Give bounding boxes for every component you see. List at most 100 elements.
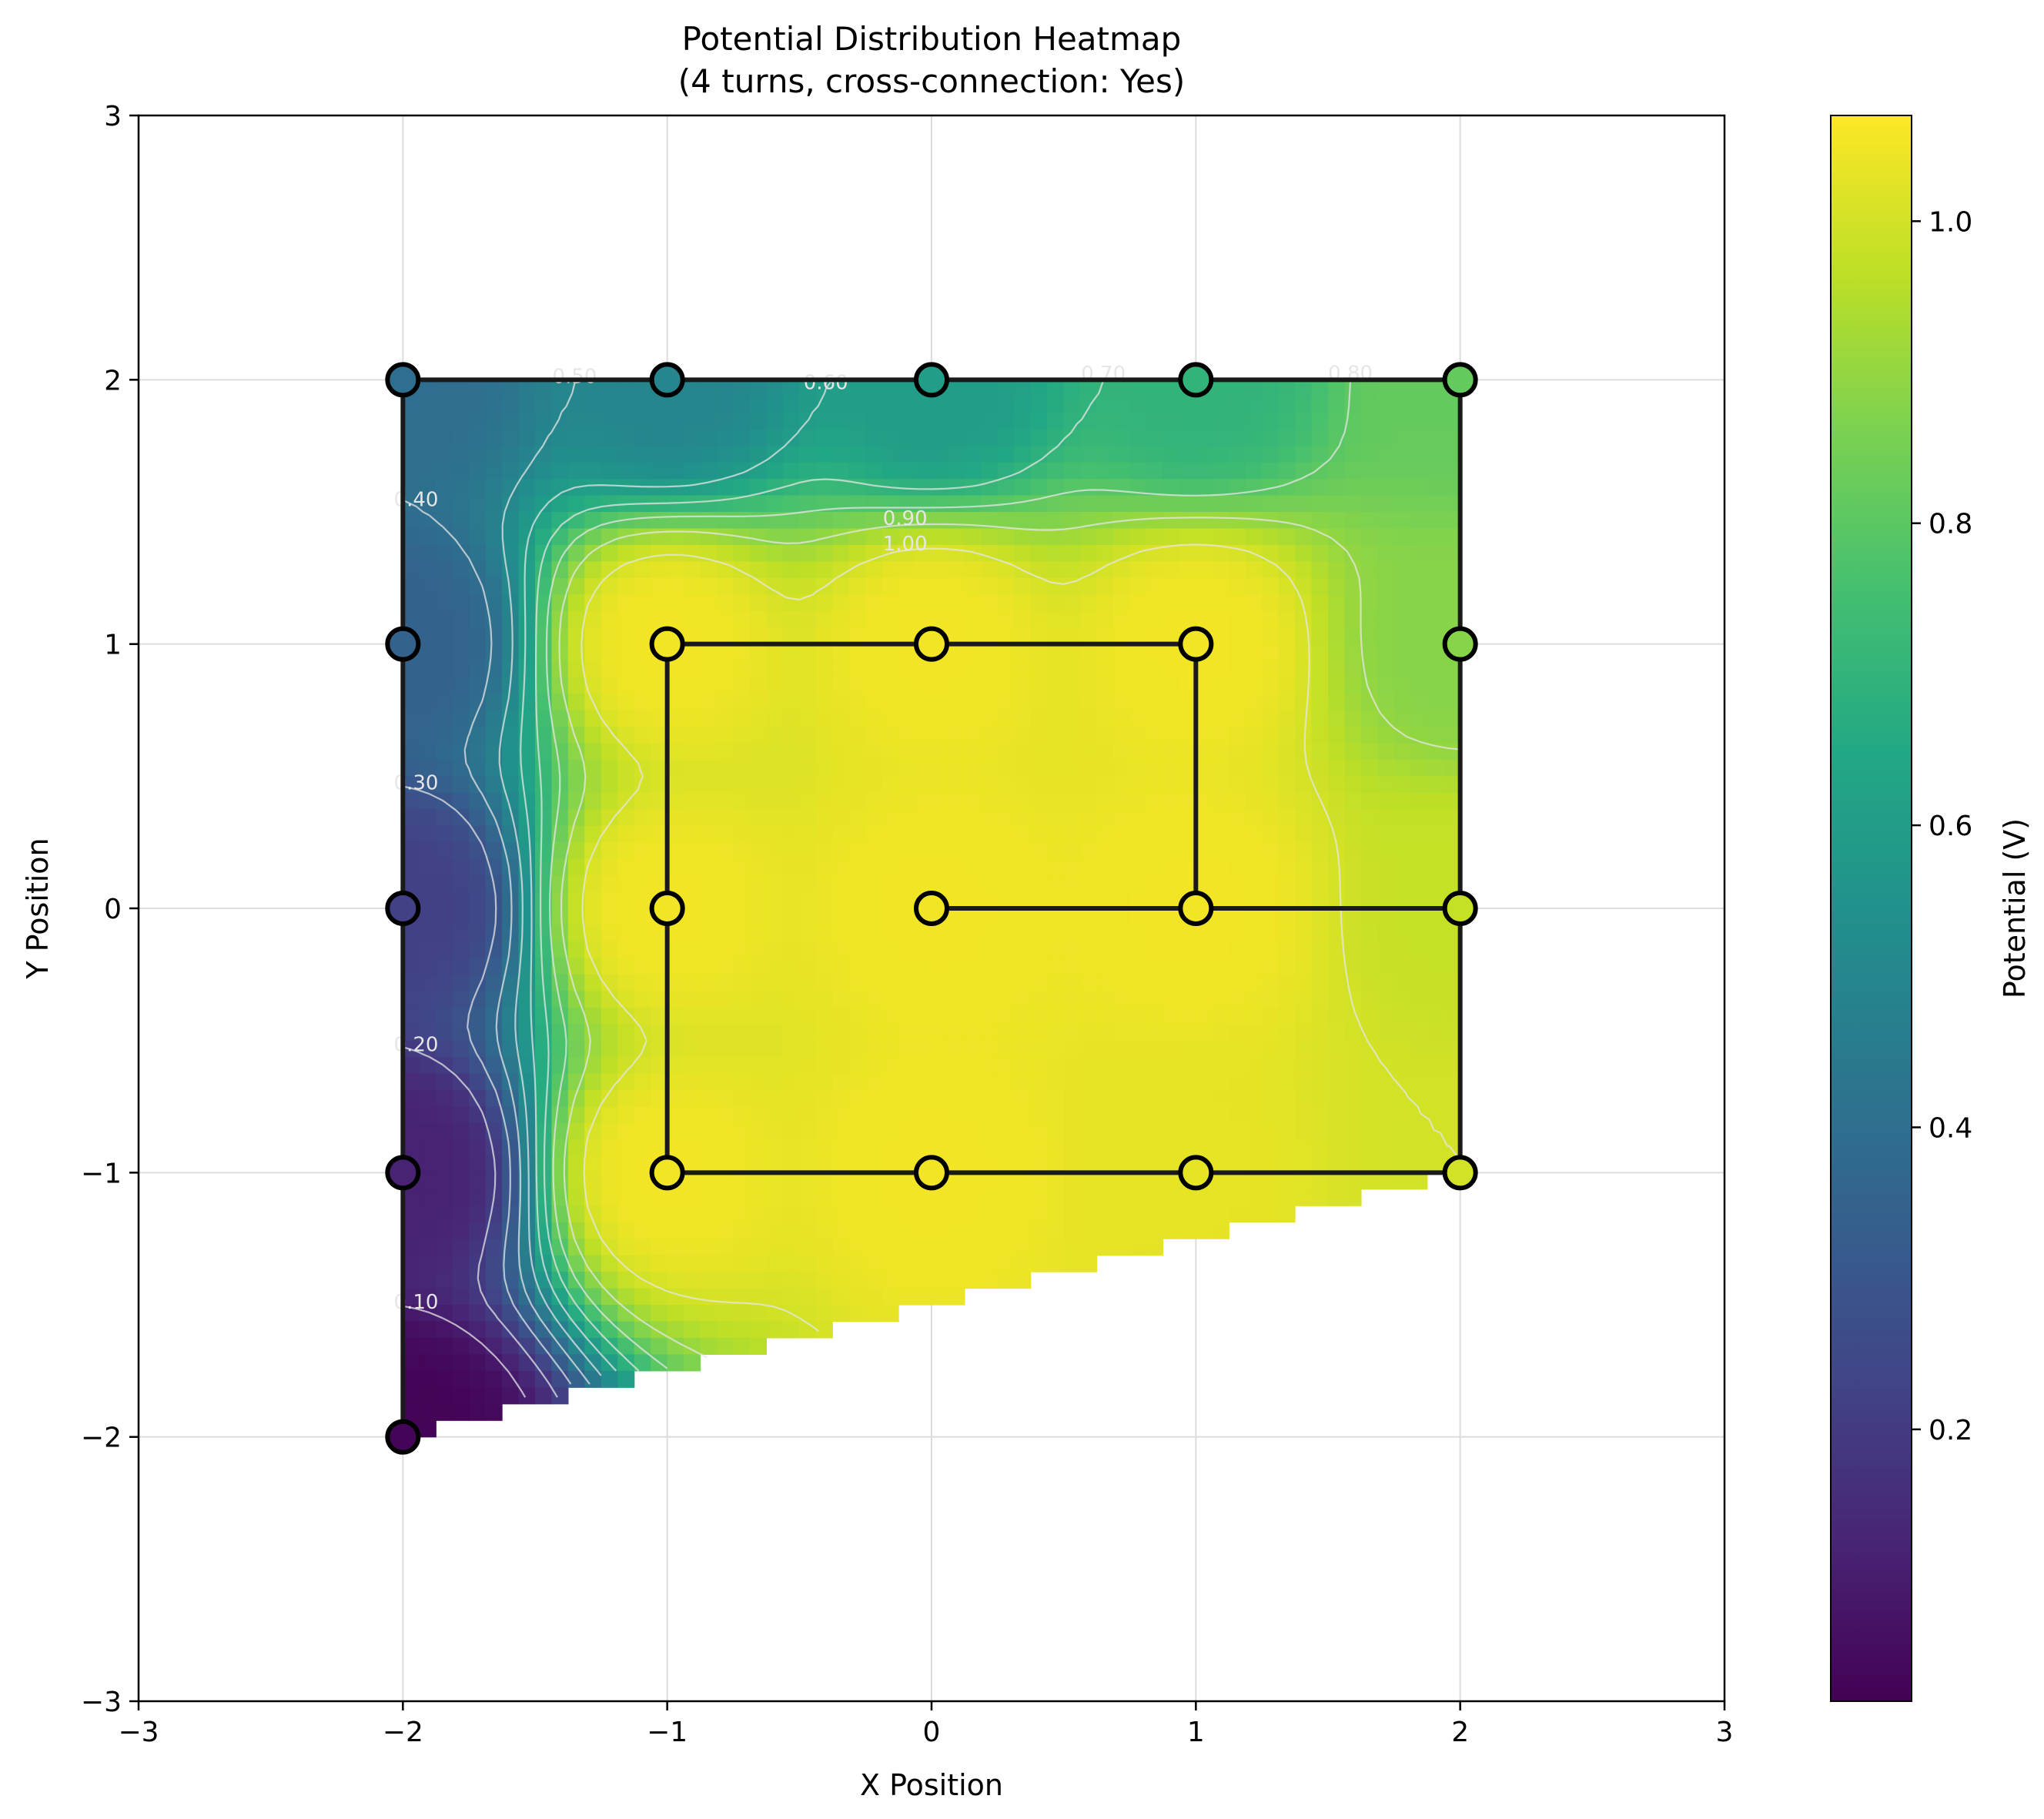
heatmap-cell: [815, 1205, 833, 1223]
heatmap-cell: [1377, 958, 1395, 975]
heatmap-cell: [1278, 577, 1296, 595]
heatmap-cell: [452, 726, 470, 744]
heatmap-cell: [1129, 512, 1147, 530]
heatmap-cell: [1393, 1024, 1411, 1042]
heatmap-cell: [782, 1222, 800, 1239]
heatmap-cell: [1047, 858, 1065, 876]
heatmap-cell: [733, 842, 751, 860]
heatmap-cell: [419, 1155, 437, 1173]
heatmap-cell: [700, 908, 718, 926]
heatmap-cell: [1427, 528, 1444, 546]
heatmap-cell: [1063, 842, 1081, 860]
heatmap-cell: [1113, 1239, 1131, 1256]
heatmap-cell: [1014, 891, 1032, 909]
heatmap-cell: [667, 1239, 684, 1256]
heatmap-cell: [1344, 694, 1362, 711]
heatmap-cell: [1047, 1189, 1065, 1206]
heatmap-cell: [535, 925, 553, 942]
heatmap-cell: [1311, 660, 1329, 678]
heatmap-cell: [815, 1189, 833, 1206]
heatmap-cell: [1444, 1073, 1461, 1091]
heatmap-cell: [1229, 479, 1246, 497]
heatmap-cell: [1030, 792, 1048, 810]
heatmap-cell: [1163, 925, 1180, 942]
heatmap-cell: [1344, 875, 1362, 893]
heatmap-cell: [1047, 908, 1065, 926]
heatmap-cell: [799, 1172, 817, 1190]
heatmap-cell: [1245, 1057, 1263, 1075]
heatmap-cell: [651, 1007, 668, 1025]
heatmap-cell: [485, 446, 503, 463]
heatmap-cell: [667, 446, 684, 463]
heatmap-cell: [1080, 1239, 1098, 1256]
heatmap-cell: [1328, 974, 1346, 991]
heatmap-cell: [634, 561, 651, 579]
heatmap-cell: [782, 875, 800, 893]
heatmap-cell: [700, 991, 718, 1008]
heatmap-cell: [1245, 610, 1263, 628]
heatmap-cell: [535, 380, 553, 397]
heatmap-cell: [1393, 1007, 1411, 1025]
heatmap-cell: [1410, 544, 1428, 562]
heatmap-cell: [1146, 594, 1164, 612]
heatmap-cell: [1278, 446, 1296, 463]
heatmap-cell: [1030, 743, 1048, 761]
heatmap-cell: [600, 776, 618, 794]
heatmap-cell: [782, 908, 800, 926]
heatmap-cell: [749, 577, 768, 595]
heatmap-cell: [1030, 925, 1048, 942]
heatmap-cell: [782, 544, 800, 562]
heatmap-cell: [832, 677, 850, 694]
heatmap-cell: [567, 1073, 585, 1091]
heatmap-cell: [452, 413, 470, 430]
heatmap-cell: [1245, 759, 1263, 777]
heatmap-cell: [1129, 561, 1147, 579]
heatmap-cell: [1063, 875, 1081, 893]
heatmap-cell: [518, 512, 536, 530]
heatmap-cell: [766, 1155, 784, 1173]
heatmap-cell: [551, 710, 569, 727]
heatmap-cell: [898, 1040, 916, 1058]
heatmap-cell: [567, 544, 585, 562]
heatmap-cell: [667, 792, 684, 810]
heatmap-cell: [981, 958, 999, 975]
heatmap-cell: [1278, 610, 1296, 628]
heatmap-cell: [684, 1057, 701, 1075]
heatmap-cell: [1295, 1024, 1313, 1042]
heatmap-cell: [1096, 1106, 1114, 1124]
heatmap-cell: [1427, 644, 1444, 661]
heatmap-cell: [815, 1073, 833, 1091]
heatmap-cell: [617, 694, 635, 711]
heatmap-cell: [948, 446, 965, 463]
heatmap-cell: [915, 1239, 932, 1256]
heatmap-cell: [997, 991, 1015, 1008]
heatmap-cell: [1212, 644, 1229, 661]
heatmap-cell: [1393, 495, 1411, 513]
heatmap-cell: [766, 743, 784, 761]
heatmap-cell: [898, 577, 916, 595]
heatmap-cell: [717, 1239, 734, 1256]
heatmap-cell: [452, 809, 470, 827]
heatmap-cell: [469, 479, 487, 497]
heatmap-cell: [1427, 1057, 1444, 1075]
heatmap-cell: [1410, 1106, 1428, 1124]
heatmap-cell: [1360, 842, 1378, 860]
heatmap-cell: [452, 974, 470, 991]
heatmap-cell: [617, 380, 635, 397]
heatmap-cell: [733, 1122, 751, 1141]
heatmap-cell: [1262, 380, 1280, 397]
heatmap-cell: [403, 1090, 420, 1108]
heatmap-cell: [964, 1239, 982, 1256]
heatmap-cell: [1212, 726, 1229, 744]
heatmap-cell: [485, 1272, 503, 1289]
heatmap-cell: [634, 610, 651, 628]
heatmap-cell: [1295, 908, 1313, 926]
heatmap-cell: [1047, 1255, 1065, 1272]
heatmap-cell: [1278, 759, 1296, 777]
heatmap-cell: [600, 1370, 618, 1388]
heatmap-cell: [948, 858, 965, 876]
heatmap-cell: [1129, 809, 1147, 827]
heatmap-cell: [1030, 694, 1048, 711]
heatmap-cell: [1262, 941, 1280, 958]
